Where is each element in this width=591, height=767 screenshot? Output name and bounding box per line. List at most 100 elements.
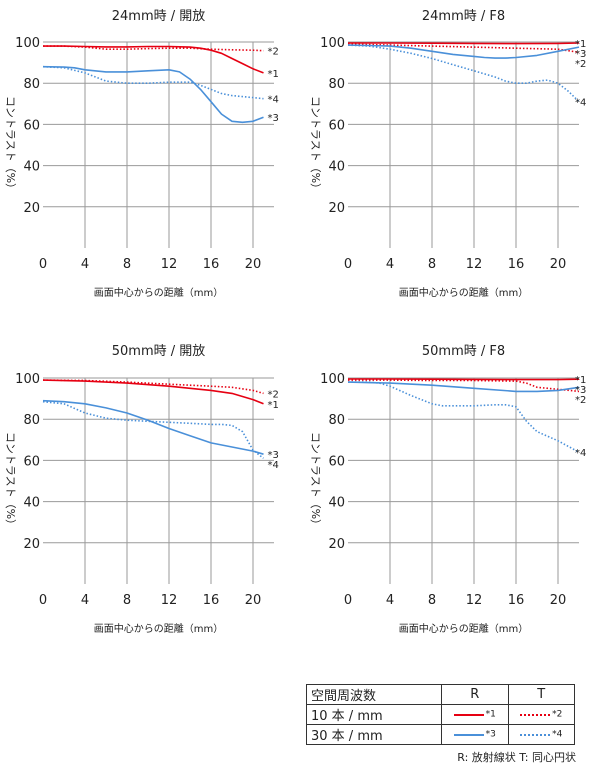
legend-mark: *4	[552, 729, 563, 740]
x-axis-label: 画面中心からの距離（mm）	[94, 286, 223, 299]
x-tick-label: 0	[344, 593, 352, 608]
line-swatch	[520, 733, 551, 736]
x-tick-label: 0	[39, 257, 47, 272]
x-tick-label: 8	[428, 593, 436, 608]
legend-header-r: R	[441, 684, 509, 705]
series-line	[348, 378, 580, 381]
y-axis-label: コントラスト（%）	[4, 96, 17, 194]
y-tick-label: 100	[15, 36, 40, 51]
series-line	[347, 44, 580, 59]
x-tick-label: 12	[161, 593, 178, 608]
series-end-label: *3	[575, 49, 586, 60]
y-tick-label: 60	[23, 118, 40, 133]
series-line	[348, 379, 580, 393]
series-line	[348, 381, 580, 453]
y-tick-label: 100	[320, 372, 345, 387]
x-tick-label: 8	[428, 257, 436, 272]
series-line	[42, 399, 264, 455]
x-tick-label: 12	[466, 257, 483, 272]
series-line	[43, 45, 264, 52]
series-line	[42, 65, 264, 124]
legend-t-cell: *4	[507, 724, 575, 745]
x-tick-label: 8	[123, 593, 131, 608]
legend-header-row: 空間周波数 R T	[306, 684, 575, 705]
x-axis-label: 画面中心からの距離（mm）	[94, 622, 223, 635]
series-end-label: *1	[268, 69, 279, 80]
legend-row-30: 30 本 / mm *3 *4	[306, 724, 575, 745]
legend-r-cell: *1	[441, 704, 509, 725]
series-line	[42, 379, 264, 395]
series-line	[42, 400, 264, 459]
y-tick-label: 80	[23, 413, 40, 428]
y-tick-label: 80	[23, 77, 40, 92]
chart-title: 24mm時 / 開放	[112, 9, 206, 24]
chart-panel: 50mm時 / 開放 20 40 60 80 100 0 4 8 12 16 20 画面中心からの距離（…	[4, 344, 279, 635]
legend-row-label: 30 本 / mm	[306, 724, 442, 745]
y-tick-label: 20	[328, 201, 345, 216]
x-tick-label: 4	[386, 593, 394, 608]
y-tick-label: 40	[23, 160, 40, 175]
series-line	[348, 42, 580, 45]
chart-title: 50mm時 / F8	[422, 344, 505, 359]
series-line	[347, 44, 580, 103]
series-end-label: *2	[575, 395, 586, 406]
legend-table: 空間周波数 R T 10 本 / mm *1 *2 30 本 / mm *3 *…	[306, 684, 575, 745]
series-end-label: *3	[575, 385, 586, 396]
y-tick-label: 60	[23, 454, 40, 469]
series-end-label: *2	[268, 389, 279, 400]
x-tick-label: 12	[466, 593, 483, 608]
series-end-label: *4	[268, 460, 279, 471]
y-tick-label: 100	[320, 36, 345, 51]
legend-header-frequency: 空間周波数	[306, 684, 442, 705]
x-tick-label: 20	[550, 593, 567, 608]
y-tick-label: 80	[328, 77, 345, 92]
series-end-label: *4	[575, 448, 586, 459]
chart-panel: 50mm時 / F8 20 40 60 80 100 0 4 8 12 16 20 画面中心からの距離（…	[309, 344, 586, 635]
y-tick-label: 100	[15, 372, 40, 387]
series-line	[43, 45, 264, 74]
x-tick-label: 16	[508, 593, 525, 608]
legend-row-10: 10 本 / mm *1 *2	[306, 704, 575, 725]
series-end-label: *2	[268, 47, 279, 58]
legend-mark: *3	[485, 729, 496, 740]
y-tick-label: 40	[328, 496, 345, 511]
x-tick-label: 16	[508, 257, 525, 272]
legend-t-cell: *2	[507, 704, 575, 725]
line-swatch	[453, 733, 484, 736]
series-end-label: *1	[575, 39, 586, 50]
series-line	[347, 381, 580, 393]
legend-r-cell: *3	[441, 724, 509, 745]
series-end-label: *3	[268, 113, 279, 124]
y-tick-label: 20	[328, 537, 345, 552]
x-tick-label: 8	[123, 257, 131, 272]
x-tick-label: 4	[81, 257, 89, 272]
y-tick-label: 40	[328, 160, 345, 175]
legend-table-container: 空間周波数 R T 10 本 / mm *1 *2 30 本 / mm *3 *…	[306, 684, 575, 745]
legend-row-label: 10 本 / mm	[306, 704, 442, 725]
y-tick-label: 40	[23, 496, 40, 511]
x-tick-label: 20	[245, 593, 262, 608]
legend-header-t: T	[507, 684, 575, 705]
x-axis-label: 画面中心からの距離（mm）	[399, 622, 528, 635]
x-tick-label: 20	[550, 257, 567, 272]
legend-mark: *1	[485, 709, 496, 720]
y-tick-label: 60	[328, 454, 345, 469]
chart-title: 24mm時 / F8	[422, 9, 505, 24]
y-axis-label: コントラスト（%）	[309, 96, 322, 194]
y-tick-label: 20	[23, 537, 40, 552]
series-end-label: *3	[268, 450, 279, 461]
series-end-label: *2	[575, 59, 586, 70]
x-tick-label: 20	[245, 257, 262, 272]
x-tick-label: 4	[81, 593, 89, 608]
y-tick-label: 60	[328, 118, 345, 133]
x-tick-label: 0	[344, 257, 352, 272]
series-line	[42, 65, 264, 100]
series-end-label: *1	[575, 375, 586, 386]
x-tick-label: 4	[386, 257, 394, 272]
y-axis-label: コントラスト（%）	[4, 432, 17, 530]
legend-mark: *2	[552, 709, 563, 720]
line-swatch	[453, 713, 484, 716]
series-line	[347, 43, 580, 54]
chart-panel: 24mm時 / 開放 20 40 60 80 100 0 4 8 12 16 20 画面中心からの距離（…	[4, 9, 279, 299]
series-end-label: *4	[575, 98, 586, 109]
